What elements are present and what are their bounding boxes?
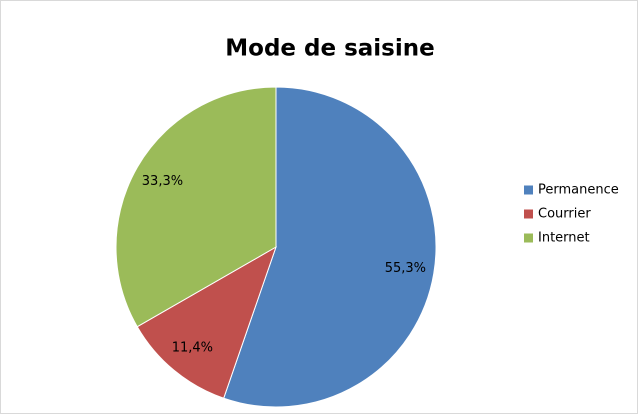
legend-swatch <box>524 185 533 195</box>
legend-label: Courrier <box>538 207 591 222</box>
legend-swatch <box>524 233 533 243</box>
data-label: 11,4% <box>172 341 213 356</box>
pie-slice <box>136 245 277 399</box>
legend-label: Internet <box>538 231 590 246</box>
legend-label: Permanence <box>538 183 619 198</box>
pie-slice <box>223 86 437 408</box>
pie-slice <box>115 86 277 328</box>
data-label: 33,3% <box>142 174 183 189</box>
data-label: 55,3% <box>385 261 426 276</box>
chart-title: Mode de saisine <box>225 36 434 62</box>
legend-swatch <box>524 209 533 219</box>
